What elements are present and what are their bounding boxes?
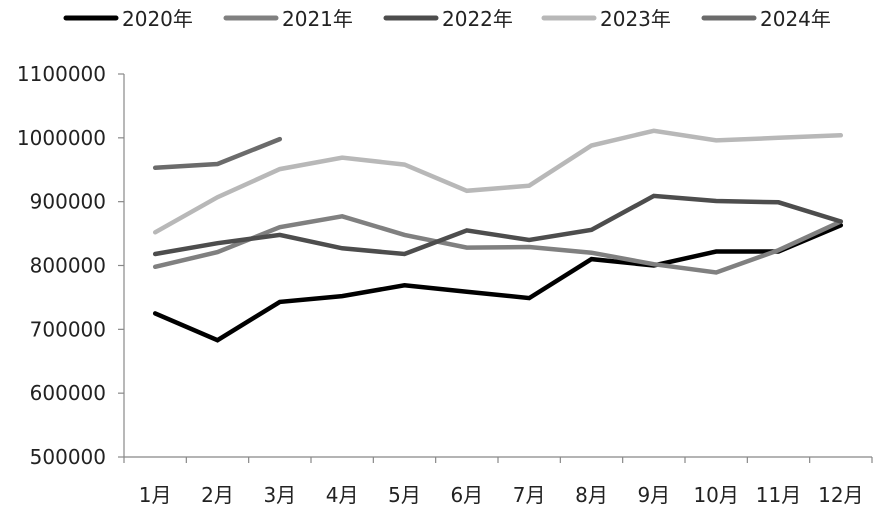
- y-tick-label: 600000: [30, 381, 106, 405]
- y-tick-label: 700000: [30, 317, 106, 341]
- y-tick-label: 800000: [30, 254, 106, 278]
- series-line-2024年: [152, 136, 283, 171]
- x-tick-label: 10月: [693, 483, 738, 507]
- legend: 2020年 2021年 2022年 2023年 2024年: [63, 7, 831, 31]
- legend-label: 2020年: [122, 7, 193, 31]
- series-line-2023年: [152, 128, 844, 235]
- x-tick-label: 4月: [326, 483, 359, 507]
- legend-label: 2024年: [760, 7, 831, 31]
- x-tick-label: 2月: [201, 483, 234, 507]
- series-line-2020年: [152, 223, 844, 343]
- series-line-2022年: [152, 193, 844, 257]
- y-tick-label: 500000: [30, 445, 106, 469]
- x-tick-label: 9月: [637, 483, 670, 507]
- legend-label: 2023年: [600, 7, 671, 31]
- x-tick-label: 7月: [513, 483, 546, 507]
- x-tick-label: 11月: [756, 483, 801, 507]
- x-axis-ticks: 1月 2月 3月 4月 5月 6月 7月 8月 9月 10月 11月 12月: [123, 457, 873, 507]
- x-tick-label: 12月: [818, 483, 863, 507]
- x-tick-label: 8月: [575, 483, 608, 507]
- x-tick-label: 3月: [263, 483, 296, 507]
- series-line-2021年: [152, 213, 844, 275]
- x-tick-label: 5月: [388, 483, 421, 507]
- series-layer: [152, 128, 844, 343]
- x-tick-label: 1月: [139, 483, 172, 507]
- y-tick-label: 1000000: [17, 126, 106, 150]
- y-tick-label: 900000: [30, 190, 106, 214]
- x-tick-label: 6月: [450, 483, 483, 507]
- axes: 500000 600000 700000 800000 900000 1000000 110…: [17, 62, 873, 507]
- legend-label: 2022年: [442, 7, 513, 31]
- y-axis-ticks: 500000 600000 700000 800000 900000 1000000 110…: [17, 62, 124, 469]
- y-tick-label: 1100000: [17, 62, 106, 86]
- legend-label: 2021年: [282, 7, 353, 31]
